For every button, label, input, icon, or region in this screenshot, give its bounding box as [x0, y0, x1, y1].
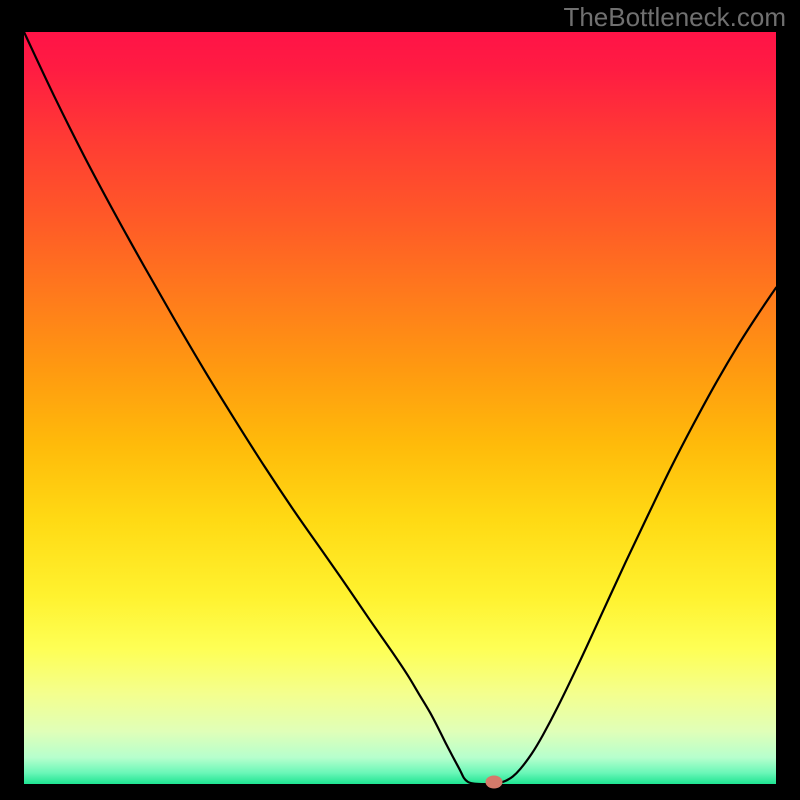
chart-stage: TheBottleneck.com [0, 0, 800, 800]
watermark-text: TheBottleneck.com [563, 2, 786, 33]
optimum-marker [486, 775, 503, 788]
plot-gradient-background [24, 32, 776, 784]
